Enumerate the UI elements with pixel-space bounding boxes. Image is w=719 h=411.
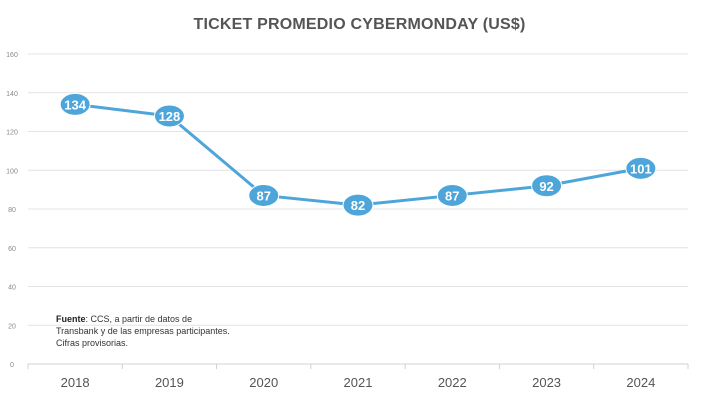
- data-label: 128: [159, 109, 181, 124]
- x-tick-label: 2024: [626, 375, 655, 390]
- chart-title: TICKET PROMEDIO CYBERMONDAY (US$): [193, 16, 526, 33]
- data-label: 87: [445, 188, 459, 203]
- x-tick-label: 2021: [344, 375, 373, 390]
- x-tick-label: 2023: [532, 375, 561, 390]
- data-point: [248, 183, 280, 207]
- data-point: [153, 104, 185, 128]
- source-note: Fuente: CCS, a partir de datos de Transb…: [56, 313, 230, 349]
- data-label: 82: [351, 198, 365, 213]
- x-tick-label: 2022: [438, 375, 467, 390]
- y-tick-label: 60: [8, 246, 16, 253]
- data-point: [625, 156, 657, 180]
- data-label: 87: [256, 188, 270, 203]
- y-tick-label: 160: [6, 52, 18, 59]
- data-point: [436, 183, 468, 207]
- data-label: 101: [630, 161, 652, 176]
- data-point: [342, 193, 374, 217]
- data-label: 134: [64, 97, 86, 112]
- source-line-3: Cifras provisorias.: [56, 338, 129, 348]
- source-label: Fuente: [56, 314, 86, 324]
- y-tick-label: 20: [8, 323, 16, 330]
- x-tick-label: 2019: [155, 375, 184, 390]
- x-tick-label: 2020: [249, 375, 278, 390]
- data-point: [59, 92, 91, 116]
- data-label: 92: [539, 179, 553, 194]
- x-tick-label: 2018: [61, 375, 90, 390]
- y-tick-label: 100: [6, 168, 18, 175]
- y-tick-label: 80: [8, 207, 16, 214]
- y-tick-label: 140: [6, 91, 18, 98]
- y-tick-label: 40: [8, 285, 16, 292]
- y-tick-label: 120: [6, 130, 18, 137]
- source-line-2: Transbank y de las empresas participante…: [56, 326, 230, 336]
- y-tick-label: 0: [10, 362, 14, 369]
- source-text: : CCS, a partir de datos de: [85, 314, 193, 324]
- data-point: [531, 174, 563, 198]
